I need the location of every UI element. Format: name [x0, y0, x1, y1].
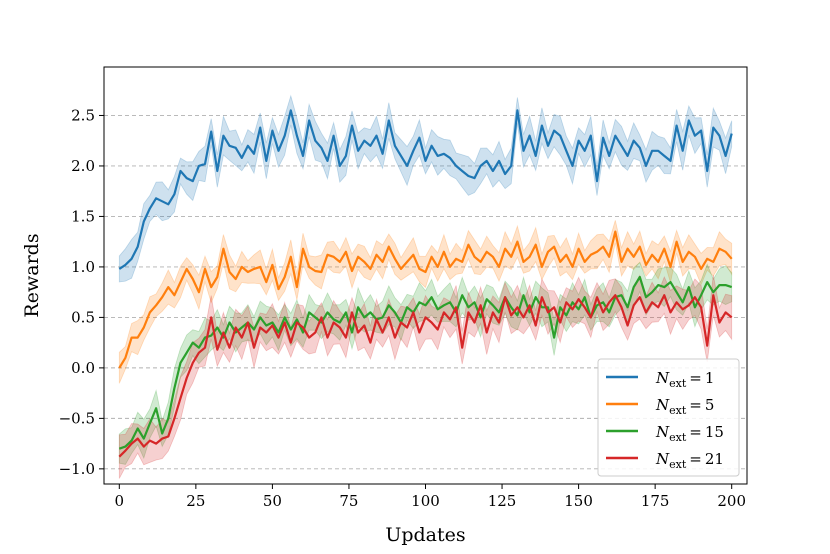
- line-series-3: [118, 275, 733, 450]
- y-tick-label: −0.5: [59, 409, 95, 427]
- y-tick-label: 2.0: [71, 157, 95, 175]
- legend-entry-4: Next = 21: [655, 450, 724, 471]
- y-tick-label: −1.0: [59, 460, 95, 478]
- y-tick-label: 1.5: [71, 207, 95, 225]
- line-series-4: [118, 294, 733, 458]
- x-tick-label: 200: [717, 492, 746, 510]
- axis-ticks: −1.0 −0.5 0.0 0.5 1.0 1.5 2.0 2.5 0 25 50 75 100 125 1…: [59, 106, 746, 510]
- legend-entry-3: Next = 15: [655, 423, 724, 444]
- y-tick-label: 1.0: [71, 258, 95, 276]
- line-series-1: [118, 109, 733, 270]
- band-series-2: [118, 220, 733, 384]
- x-axis-label: Updates: [385, 524, 465, 546]
- x-tick-label: 50: [263, 492, 282, 510]
- x-tick-label: 175: [641, 492, 670, 510]
- x-tick-label: 100: [411, 492, 440, 510]
- series-lines: [118, 109, 733, 458]
- band-series-3: [118, 261, 733, 465]
- y-axis-label: Rewards: [21, 233, 43, 317]
- legend-entry-2: Next = 5: [655, 396, 714, 417]
- x-tick-label: 0: [115, 492, 125, 510]
- x-tick-label: 125: [488, 492, 517, 510]
- y-tick-label: 2.5: [71, 106, 95, 124]
- y-tick-label: 0.5: [71, 308, 95, 326]
- x-tick-label: 150: [564, 492, 593, 510]
- line-series-2: [118, 230, 733, 369]
- x-tick-label: 75: [339, 492, 358, 510]
- legend-entry-1: Next = 1: [655, 369, 714, 390]
- legend-box: [597, 358, 740, 477]
- x-tick-label: 25: [186, 492, 205, 510]
- legend: Next = 1 Next = 5 Next = 15 Next = 21: [597, 358, 740, 477]
- y-tick-label: 0.0: [71, 359, 95, 377]
